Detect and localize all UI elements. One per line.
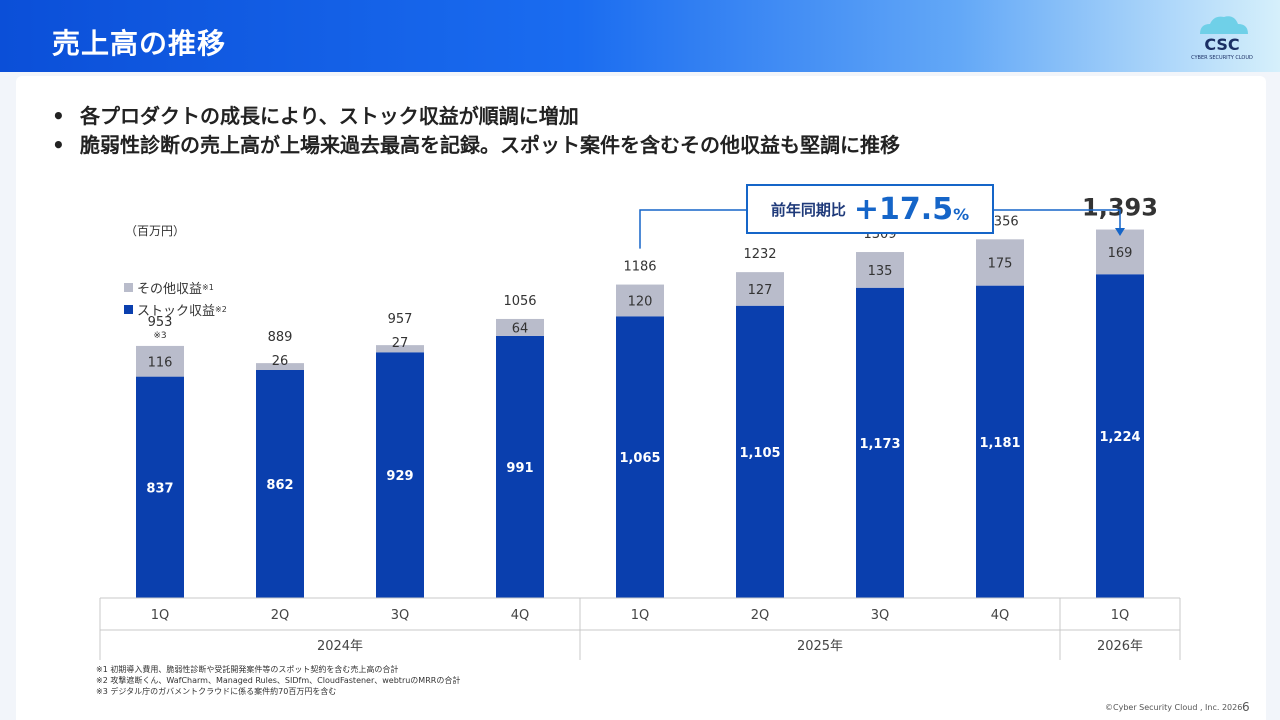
bar-other bbox=[1096, 229, 1144, 275]
legend-note-stock: ※2 bbox=[215, 304, 227, 314]
bar-other bbox=[136, 345, 184, 377]
page-title: 売上高の推移 bbox=[52, 27, 227, 60]
bar-other bbox=[736, 272, 784, 306]
bar-stock bbox=[856, 287, 904, 598]
legend-swatch-other bbox=[124, 282, 133, 292]
yoy-value: +17.5 bbox=[853, 191, 954, 227]
total-label: 1056 bbox=[503, 294, 536, 309]
data-label-stock: 1,173 bbox=[859, 437, 900, 452]
x-group-label: 2024年 bbox=[317, 639, 363, 654]
logo-text: CSC bbox=[1204, 35, 1239, 54]
data-label-other: 169 bbox=[1108, 246, 1133, 261]
data-label-other: 120 bbox=[628, 294, 653, 309]
bar-other bbox=[376, 345, 424, 353]
data-label-stock: 991 bbox=[506, 461, 533, 476]
x-tick-label: 1Q bbox=[631, 608, 650, 623]
data-label-stock: 837 bbox=[146, 481, 173, 496]
data-label-stock: 1,105 bbox=[739, 446, 780, 461]
x-group-label: 2025年 bbox=[797, 639, 843, 654]
bullet-item: 各プロダクトの成長により、ストック収益が順調に増加 bbox=[52, 102, 900, 131]
x-tick-label: 3Q bbox=[391, 608, 410, 623]
bar-stock bbox=[376, 352, 424, 598]
footnote: ※2 攻撃遮断くん、WafCharm、Managed Rules、SIDfm、C… bbox=[96, 676, 461, 685]
bar-stock bbox=[136, 376, 184, 598]
total-label: 889 bbox=[268, 330, 293, 345]
data-label-other: 127 bbox=[748, 283, 773, 298]
footnotes: ※1 初期導入費用、脆弱性診断や受託開発案件等のスポット契約を含む売上高の合計 … bbox=[96, 664, 460, 697]
legend-note-other: ※1 bbox=[202, 282, 214, 292]
copyright: ©Cyber Security Cloud , Inc. 2026 bbox=[1105, 703, 1243, 712]
header-bar: 売上高の推移 CSC CYBER SECURITY CLOUD bbox=[0, 0, 1280, 72]
bar-stock bbox=[976, 285, 1024, 598]
bar-other bbox=[256, 363, 304, 371]
data-label-other: 64 bbox=[512, 321, 529, 336]
total-label: 1232 bbox=[743, 247, 776, 262]
data-label-other: 27 bbox=[392, 336, 409, 351]
data-label-stock: 862 bbox=[266, 478, 293, 493]
legend-item-other: その他収益 ※1 bbox=[124, 276, 227, 298]
bar-stock bbox=[496, 335, 544, 598]
chart-legend: その他収益 ※1 ストック収益 ※2 bbox=[124, 276, 227, 320]
csc-logo: CSC CYBER SECURITY CLOUD bbox=[1191, 16, 1253, 61]
legend-label-other: その他収益 bbox=[137, 281, 203, 297]
data-label-stock: 929 bbox=[386, 469, 413, 484]
yoy-connector-left bbox=[639, 209, 746, 249]
total-label: 953 bbox=[148, 315, 173, 330]
bullet-list: 各プロダクトの成長により、ストック収益が順調に増加 脆弱性診断の売上高が上場来過… bbox=[52, 102, 900, 160]
bar-other bbox=[856, 252, 904, 288]
x-tick-label: 1Q bbox=[1111, 608, 1130, 623]
bar-other bbox=[496, 318, 544, 336]
bar-stock bbox=[736, 305, 784, 598]
yoy-arrow-icon bbox=[1115, 228, 1125, 236]
footnote: ※3 デジタル庁のガバメントクラウドに係る案件約70百万円を含む bbox=[96, 687, 337, 696]
x-tick-label: 4Q bbox=[991, 608, 1010, 623]
yoy-unit: % bbox=[953, 204, 970, 224]
footnote: ※1 初期導入費用、脆弱性診断や受託開発案件等のスポット契約を含む売上高の合計 bbox=[96, 665, 399, 674]
bar-other bbox=[976, 239, 1024, 286]
legend-swatch-stock bbox=[124, 304, 133, 314]
total-note: ※3 bbox=[153, 331, 166, 341]
x-tick-label: 4Q bbox=[511, 608, 530, 623]
legend-item-stock: ストック収益 ※2 bbox=[124, 298, 227, 320]
data-label-other: 116 bbox=[148, 355, 173, 370]
x-tick-label: 3Q bbox=[871, 608, 890, 623]
total-label: 1186 bbox=[623, 260, 656, 275]
data-label-stock: 1,224 bbox=[1099, 430, 1140, 445]
bar-stock bbox=[616, 316, 664, 598]
data-label-stock: 1,181 bbox=[979, 436, 1020, 451]
unit-label: （百万円） bbox=[125, 224, 186, 238]
bullet-item: 脆弱性診断の売上高が上場来過去最高を記録。スポット案件を含むその他収益も堅調に推… bbox=[52, 131, 900, 160]
data-label-other: 175 bbox=[988, 256, 1013, 271]
x-tick-label: 2Q bbox=[751, 608, 770, 623]
bar-stock bbox=[1096, 274, 1144, 598]
total-label: 957 bbox=[388, 312, 413, 327]
bar-stock bbox=[256, 370, 304, 598]
x-tick-label: 2Q bbox=[271, 608, 290, 623]
bar-other bbox=[616, 284, 664, 317]
data-label-other: 135 bbox=[868, 264, 893, 279]
page-number: 6 bbox=[1242, 700, 1250, 714]
yoy-callout: 前年同期比 +17.5 % bbox=[746, 184, 994, 234]
data-label-stock: 1,065 bbox=[619, 451, 660, 466]
x-group-label: 2026年 bbox=[1097, 639, 1143, 654]
legend-label-stock: ストック収益 bbox=[137, 303, 216, 319]
x-tick-label: 1Q bbox=[151, 608, 170, 623]
yoy-label: 前年同期比 bbox=[770, 200, 846, 219]
logo-subtext: CYBER SECURITY CLOUD bbox=[1191, 55, 1253, 61]
data-label-other: 26 bbox=[272, 354, 289, 369]
yoy-connector-right bbox=[994, 209, 1121, 228]
